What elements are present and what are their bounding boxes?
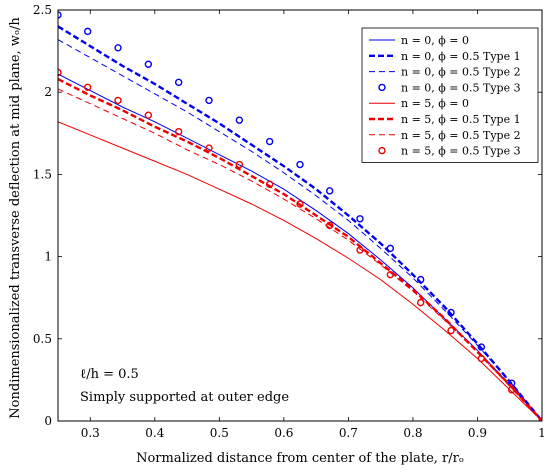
data-point	[235, 160, 244, 169]
data-point	[58, 11, 62, 19]
data-point	[144, 60, 153, 68]
y-tick-label: 2.5	[33, 3, 52, 17]
data-point	[416, 298, 425, 307]
y-tick-label: 1.5	[33, 167, 52, 181]
y-tick-label: 1	[44, 250, 52, 264]
series-line-6	[58, 77, 542, 421]
data-point	[325, 187, 334, 195]
series-line-3	[58, 39, 542, 421]
data-point	[386, 270, 395, 279]
legend-entry: n = 5, ϕ = 0.5 Type 1	[401, 113, 521, 126]
data-point	[296, 160, 304, 169]
data-point	[265, 180, 274, 188]
data-point	[58, 68, 62, 77]
data-point	[296, 200, 304, 208]
data-point	[447, 308, 455, 317]
data-point	[83, 83, 92, 91]
x-tick-label: 0.5	[210, 426, 229, 440]
legend-entry: n = 0, ϕ = 0	[401, 34, 469, 47]
data-point	[205, 144, 213, 152]
legend-entry: n = 5, ϕ = 0	[401, 97, 469, 110]
series-6	[58, 77, 542, 421]
series-2	[58, 25, 542, 421]
legend-entry: n = 5, ϕ = 0.5 Type 3	[401, 145, 521, 158]
data-point	[477, 354, 486, 363]
y-tick-label: 0.5	[33, 332, 52, 346]
data-point	[507, 386, 516, 394]
x-tick-label: 0.8	[403, 426, 422, 440]
data-point	[174, 127, 183, 136]
legend-entry: n = 0, ϕ = 0.5 Type 3	[401, 81, 521, 94]
series-4	[58, 11, 542, 421]
data-point	[265, 137, 274, 146]
annotation-length-ratio: ℓ/h = 0.5	[80, 367, 139, 382]
series-3	[58, 39, 542, 421]
data-point	[325, 221, 334, 230]
data-point	[356, 215, 364, 223]
series-line-7	[58, 88, 542, 421]
data-point	[477, 343, 486, 351]
data-point	[114, 96, 122, 105]
plot-frame	[57, 9, 543, 422]
x-tick-label: 1	[538, 426, 546, 440]
y-tick-label: 2	[44, 85, 52, 99]
series-7	[58, 88, 542, 421]
series-8	[58, 68, 542, 421]
data-point	[416, 275, 425, 284]
data-point	[447, 326, 455, 335]
legend-box	[361, 27, 539, 163]
data-point	[114, 44, 122, 52]
legend: n = 0, ϕ = 0 n = 0, ϕ = 0.5 Type 1 n = 0, …	[361, 27, 539, 163]
annotations: ℓ/h = 0.5 Simply supported at outer edge	[80, 367, 289, 405]
series-5	[58, 121, 542, 421]
series-line-2	[58, 25, 542, 421]
data-point	[386, 244, 395, 253]
axes-layer: 0.3 0.4 0.5 0.6 0.7 0.8 0.9 1 0 0.5 1 1.5 2 2.5	[33, 3, 546, 440]
y-axis-label: Nondimensionalized transverse deflection…	[8, 17, 23, 419]
x-tick-label: 0.7	[339, 426, 358, 440]
x-tick-label: 0.6	[274, 426, 293, 440]
legend-entry: n = 0, ϕ = 0.5 Type 2	[401, 66, 521, 79]
data-point	[205, 96, 213, 105]
x-tick-label: 0.4	[145, 426, 164, 440]
x-tick-label: 0.9	[468, 426, 487, 440]
x-tick-label: 0.3	[81, 426, 100, 440]
data-point	[174, 78, 183, 87]
data-point	[144, 111, 153, 119]
legend-entry: n = 0, ϕ = 0.5 Type 1	[401, 50, 521, 63]
data-point	[83, 27, 92, 36]
legend-swatch	[378, 146, 386, 155]
legend-entry: n = 5, ϕ = 0.5 Type 2	[401, 129, 521, 142]
data-point	[235, 116, 244, 124]
y-tick-label: 0	[44, 414, 52, 428]
legend-swatch	[378, 83, 386, 92]
series-line-5	[58, 121, 542, 421]
x-axis-label: Normalized distance from center of the p…	[136, 451, 464, 466]
data-point	[356, 246, 364, 254]
annotation-boundary: Simply supported at outer edge	[80, 390, 289, 405]
plot-layer	[58, 11, 542, 421]
